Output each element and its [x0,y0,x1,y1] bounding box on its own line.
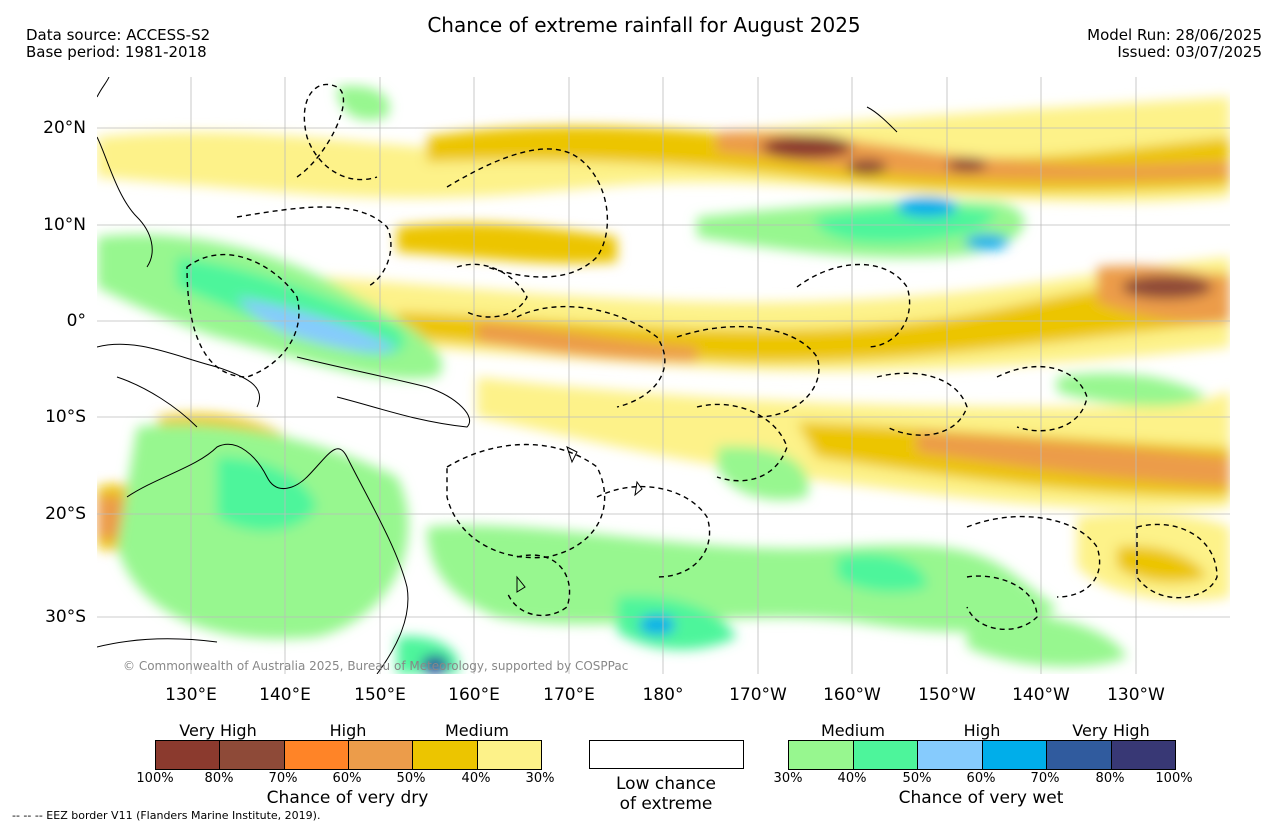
wet-legend-caption: Chance of very wet [898,788,1064,808]
wet-swatch-5 [1047,741,1112,769]
map-title: Chance of extreme rainfall for August 20… [427,13,861,37]
coastlines [97,77,898,674]
lat-label-10s: 10°S [45,407,86,427]
lat-label-10n: 10°N [43,215,86,235]
lon-label-130e: 130°E [165,685,217,705]
lon-label-140e: 140°E [259,685,311,705]
wet-swatch-4 [982,741,1047,769]
low-chance-line1: Low chance [616,774,716,794]
lon-label-170w: 170°W [729,685,787,705]
lat-label-30s: 30°S [45,607,86,627]
lat-label-20n: 20°N [43,118,86,138]
lon-label-130w: 130°W [1107,685,1165,705]
issued-date: Issued: 03/07/2025 [1117,43,1262,61]
wet-tick-70: 70% [1030,771,1060,786]
lon-label-160e: 160°E [448,685,500,705]
dry-swatch-3 [284,741,349,769]
wet-tick-60: 60% [966,771,996,786]
wet-category-medium: Medium [821,721,885,740]
dry-swatch-1 [156,741,221,769]
dry-colorbar [155,740,542,770]
wet-swatch-2 [853,741,918,769]
dry-swatch-5 [413,741,478,769]
wet-swatch-6 [1111,741,1175,769]
dry-tick-30: 30% [525,771,555,786]
wet-tick-40: 40% [837,771,867,786]
dry-legend-caption: Chance of very dry [266,788,429,808]
lon-label-140w: 140°W [1012,685,1070,705]
map-canvas [97,77,1230,674]
eez-footnote: -- -- -- EEZ border V11 (Flanders Marine… [12,809,321,822]
wet-swatch-1 [789,741,854,769]
copyright-notice: © Commonwealth of Australia 2025, Bureau… [123,659,629,673]
dry-tick-100: 100% [136,771,174,786]
probability-field [97,86,1230,674]
base-period: Base period: 1981-2018 [26,43,207,61]
lon-label-150w: 150°W [918,685,976,705]
dry-category-high: High [329,721,367,740]
graticule [97,77,1230,674]
dry-tick-70: 70% [268,771,298,786]
dry-tick-60: 60% [332,771,362,786]
lat-label-20s: 20°S [45,504,86,524]
wet-tick-100: 100% [1155,771,1193,786]
model-run: Model Run: 28/06/2025 [1087,26,1262,44]
dry-swatch-4 [348,741,414,769]
wet-swatch-3 [918,741,983,769]
lon-label-150e: 150°E [354,685,406,705]
wet-tick-30: 30% [773,771,803,786]
dry-tick-80: 80% [204,771,234,786]
wet-tick-80: 80% [1095,771,1125,786]
data-source: Data source: ACCESS-S2 [26,26,211,44]
dry-category-very-high: Very High [179,721,257,740]
low-chance-caption: Low chance of extreme [570,774,762,814]
low-chance-line2: of extreme [619,794,713,814]
wet-category-high: High [963,721,1001,740]
lon-label-180: 180° [642,685,684,705]
wet-tick-50: 50% [902,771,932,786]
lon-label-160w: 160°W [823,685,881,705]
lon-label-170e: 170°E [543,685,595,705]
dry-swatch-2 [220,741,285,769]
meta-left: Data source: ACCESS-S2 Base period: 1981… [26,27,210,61]
wet-category-very-high: Very High [1072,721,1150,740]
wet-colorbar [788,740,1176,770]
low-chance-swatch [589,740,744,769]
rainfall-map [97,77,1230,674]
meta-right: Model Run: 28/06/2025 Issued: 03/07/2025 [1087,27,1262,61]
dry-category-medium: Medium [445,721,509,740]
lat-label-0: 0° [66,311,86,331]
dry-swatch-6 [477,741,541,769]
dry-tick-40: 40% [461,771,491,786]
dry-tick-50: 50% [396,771,426,786]
eez-borders [186,83,1218,631]
